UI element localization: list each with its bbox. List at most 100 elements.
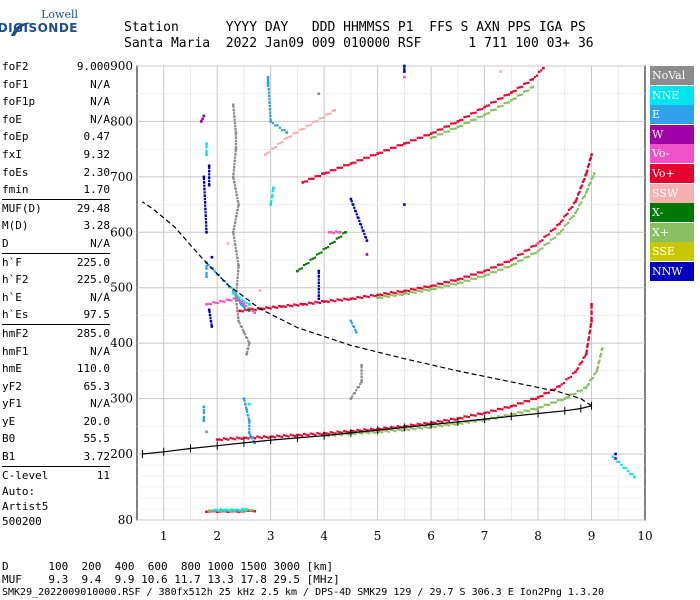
echo-point xyxy=(418,423,422,426)
echo-point xyxy=(203,191,206,194)
echo-point xyxy=(445,281,448,284)
echo-point xyxy=(236,273,239,276)
echo-point xyxy=(202,410,205,413)
echo-point xyxy=(267,91,271,94)
echo-point xyxy=(432,284,435,287)
echo-point xyxy=(277,142,280,146)
echo-point xyxy=(271,305,274,308)
echo-point xyxy=(481,115,484,118)
echo-point xyxy=(265,306,268,309)
echo-point xyxy=(452,283,455,286)
echo-point xyxy=(345,298,348,301)
param-row: hmF2 285.0 xyxy=(2,325,110,343)
echo-point xyxy=(241,304,244,307)
echo-point xyxy=(286,303,289,307)
logo-brand: Lowell xyxy=(41,8,78,21)
echo-point xyxy=(279,141,282,145)
param-row: foEs 2.30 xyxy=(2,164,110,182)
echo-point xyxy=(204,208,207,211)
echo-point xyxy=(376,293,379,297)
echo-point xyxy=(487,411,491,414)
echo-point xyxy=(232,105,235,109)
echo-point xyxy=(521,411,524,414)
echo-point xyxy=(452,122,455,125)
echo-point xyxy=(434,425,437,429)
echo-point xyxy=(236,310,239,313)
param-row: hmF1 N/A xyxy=(2,343,110,361)
legend-entry: X- xyxy=(650,203,694,223)
echo-point xyxy=(585,189,589,192)
echo-point xyxy=(434,421,437,425)
echo-point xyxy=(248,509,251,512)
echo-point xyxy=(532,252,535,255)
echo-point xyxy=(378,293,381,296)
echo-point xyxy=(539,406,542,409)
echo-point xyxy=(247,417,250,420)
echo-point xyxy=(360,430,364,433)
echo-point xyxy=(360,366,363,369)
echo-point xyxy=(545,391,548,395)
echo-point xyxy=(218,299,222,303)
echo-point xyxy=(244,510,247,513)
y-tick-label: 200 xyxy=(110,447,133,461)
echo-point xyxy=(325,171,328,174)
echo-point xyxy=(235,306,239,309)
echo-point xyxy=(247,414,250,417)
echo-point xyxy=(487,268,491,272)
echo-point xyxy=(383,429,386,432)
echo-point xyxy=(234,145,238,149)
echo-point xyxy=(409,423,413,426)
echo-point xyxy=(355,389,358,392)
distance-label: D xyxy=(2,560,9,573)
echo-point xyxy=(496,407,500,410)
echo-point xyxy=(365,156,368,159)
echo-point xyxy=(528,400,531,403)
echo-point xyxy=(330,231,333,234)
legend-entry: NNE xyxy=(650,85,694,105)
echo-point xyxy=(210,255,214,259)
echo-point xyxy=(351,395,354,398)
echo-point xyxy=(204,201,207,204)
echo-point xyxy=(454,127,457,130)
echo-point xyxy=(265,435,268,439)
echo-point xyxy=(345,164,348,167)
echo-point xyxy=(499,70,502,73)
echo-point xyxy=(534,397,537,401)
echo-point xyxy=(231,289,235,292)
echo-point xyxy=(507,266,511,269)
echo-point xyxy=(387,293,390,296)
echo-point xyxy=(343,297,346,300)
echo-point xyxy=(229,436,232,440)
echo-point xyxy=(232,509,235,512)
echo-point xyxy=(205,273,208,276)
echo-point xyxy=(503,94,506,97)
echo-point xyxy=(443,418,446,422)
echo-point xyxy=(550,401,553,404)
echo-point xyxy=(294,131,297,135)
echo-point xyxy=(421,136,424,139)
echo-point xyxy=(245,352,248,356)
echo-point xyxy=(416,136,419,139)
echo-point xyxy=(207,308,211,312)
echo-point xyxy=(268,101,271,104)
echo-point xyxy=(589,181,592,184)
echo-point xyxy=(467,121,471,124)
echo-point xyxy=(210,323,213,326)
echo-point xyxy=(474,277,477,281)
echo-point xyxy=(242,436,246,440)
echo-point xyxy=(631,473,634,476)
echo-point xyxy=(541,394,544,398)
legend-entry: NoVal xyxy=(650,66,694,85)
echo-point xyxy=(581,180,584,183)
echo-point xyxy=(242,303,246,306)
echo-point xyxy=(536,242,540,245)
echo-point xyxy=(507,93,511,96)
echo-point xyxy=(350,322,354,325)
echo-point xyxy=(268,151,271,154)
echo-point xyxy=(256,435,259,438)
echo-point xyxy=(247,308,251,312)
echo-point xyxy=(245,408,248,411)
x-tick-label: 8 xyxy=(534,529,542,543)
echo-point xyxy=(205,146,208,149)
echo-point xyxy=(571,205,574,209)
